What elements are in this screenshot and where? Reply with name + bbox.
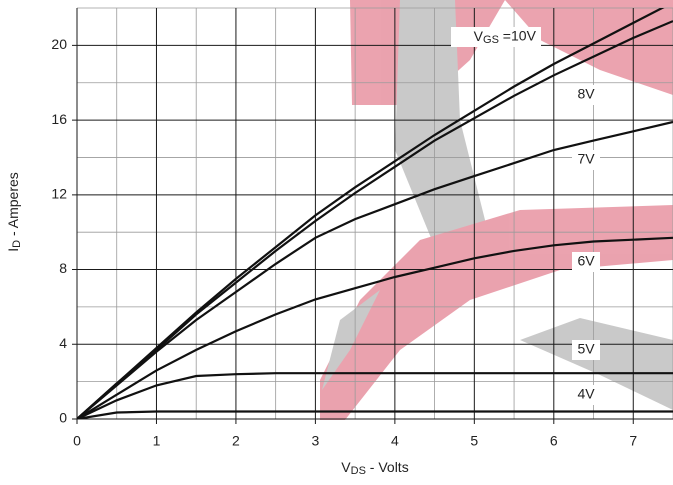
series-line bbox=[77, 410, 673, 419]
x-axis-title: VDS - Volts bbox=[341, 459, 408, 477]
y-axis-title: ID - Amperes bbox=[5, 172, 23, 252]
prefix-sub: GS bbox=[483, 34, 499, 46]
series-label: 10V bbox=[511, 28, 537, 44]
x-tick-label: 5 bbox=[470, 433, 478, 449]
y-tick-label: 0 bbox=[59, 410, 67, 426]
x-title-rest: - Volts bbox=[366, 459, 409, 475]
labels: VGS = 10V 8V 7V 6V 5V 4V bbox=[451, 27, 600, 405]
series-label: 6V bbox=[577, 253, 595, 269]
y-title-rest: - Amperes bbox=[5, 172, 21, 240]
label-bg bbox=[572, 340, 600, 360]
series-label: 7V bbox=[577, 151, 595, 167]
series-line bbox=[77, 8, 665, 419]
series-label: 5V bbox=[577, 341, 595, 357]
x-title-main: V bbox=[341, 459, 351, 475]
y-tick-label: 20 bbox=[51, 36, 67, 52]
series-line bbox=[77, 372, 673, 419]
series-line bbox=[77, 20, 673, 419]
series-label: 8V bbox=[577, 86, 595, 102]
x-tick-label: 7 bbox=[629, 433, 637, 449]
x-tick-label: 2 bbox=[232, 433, 240, 449]
x-tick-label: 4 bbox=[391, 433, 399, 449]
x-tick-label: 1 bbox=[153, 433, 161, 449]
y-title-main: I bbox=[5, 248, 21, 252]
series-label: 4V bbox=[577, 386, 595, 402]
x-tick-label: 0 bbox=[73, 433, 81, 449]
series-line bbox=[77, 236, 673, 419]
y-tick-label: 8 bbox=[59, 260, 67, 276]
label-bg bbox=[451, 27, 541, 47]
y-title-sub: D bbox=[11, 240, 23, 248]
label-bg bbox=[572, 252, 600, 272]
label-bg bbox=[572, 150, 600, 170]
y-tick-label: 16 bbox=[51, 111, 67, 127]
y-tick-label: 12 bbox=[51, 186, 67, 202]
prefix-rest: = bbox=[499, 28, 511, 44]
x-tick-label: 6 bbox=[550, 433, 558, 449]
lines bbox=[77, 8, 673, 419]
x-tick-label: 3 bbox=[312, 433, 320, 449]
label-bg bbox=[572, 85, 600, 105]
series-label-prefix: VGS = bbox=[474, 28, 511, 46]
prefix-main: V bbox=[474, 28, 484, 44]
x-title-sub: DS bbox=[351, 465, 366, 477]
watermark bbox=[320, 0, 673, 420]
series-line bbox=[77, 120, 673, 419]
label-bg bbox=[572, 385, 600, 405]
y-tick-label: 4 bbox=[59, 335, 67, 351]
